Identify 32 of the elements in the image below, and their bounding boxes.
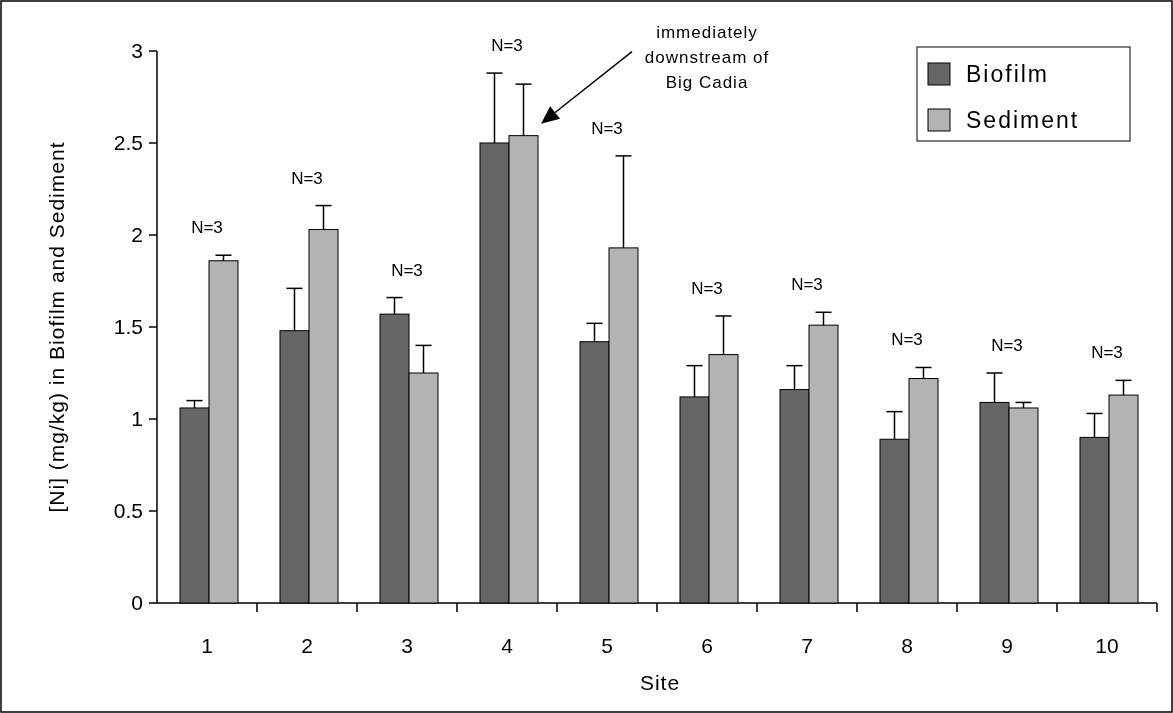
legend-label: Sediment xyxy=(966,107,1080,133)
y-axis-title: [Ni] (mg/kg) in Biofilm and Sediment xyxy=(45,141,68,513)
y-tick-label: 2 xyxy=(131,223,143,247)
x-tick-label: 7 xyxy=(801,634,813,657)
y-tick-label: 1 xyxy=(131,407,143,431)
annotation: N=3 xyxy=(691,278,723,298)
annotation: immediately downstream of Big Cadia xyxy=(644,22,770,92)
annotation: N=3 xyxy=(191,218,223,238)
y-tick-label: 0 xyxy=(131,591,143,615)
x-tick-label: 9 xyxy=(1001,634,1013,657)
y-tick-label: 3 xyxy=(131,39,143,63)
y-tick-label: 1.5 xyxy=(113,315,143,339)
x-tick-label: 5 xyxy=(601,634,613,657)
y-tick-label: 2.5 xyxy=(113,131,143,155)
x-tick-label: 1 xyxy=(201,634,213,657)
x-axis-title: Site xyxy=(639,671,681,694)
annotation: N=3 xyxy=(591,118,623,138)
annotation: N=3 xyxy=(991,336,1023,355)
y-tick-label: 0.5 xyxy=(113,499,143,523)
legend-label: Biofilm xyxy=(966,61,1050,87)
x-tick-label: 8 xyxy=(901,634,913,657)
annotation: N=3 xyxy=(391,260,423,280)
x-tick-label: 6 xyxy=(701,634,713,657)
annotation: N=3 xyxy=(291,168,323,188)
x-tick-label: 3 xyxy=(401,634,413,657)
x-tick-label: 2 xyxy=(301,634,313,657)
x-tick-label: 4 xyxy=(501,634,514,657)
x-tick-label: 10 xyxy=(1095,634,1119,657)
annotation: N=3 xyxy=(891,330,923,350)
annotation: N=3 xyxy=(1091,343,1123,363)
annotation: N=3 xyxy=(491,36,523,56)
annotation: N=3 xyxy=(791,275,823,295)
